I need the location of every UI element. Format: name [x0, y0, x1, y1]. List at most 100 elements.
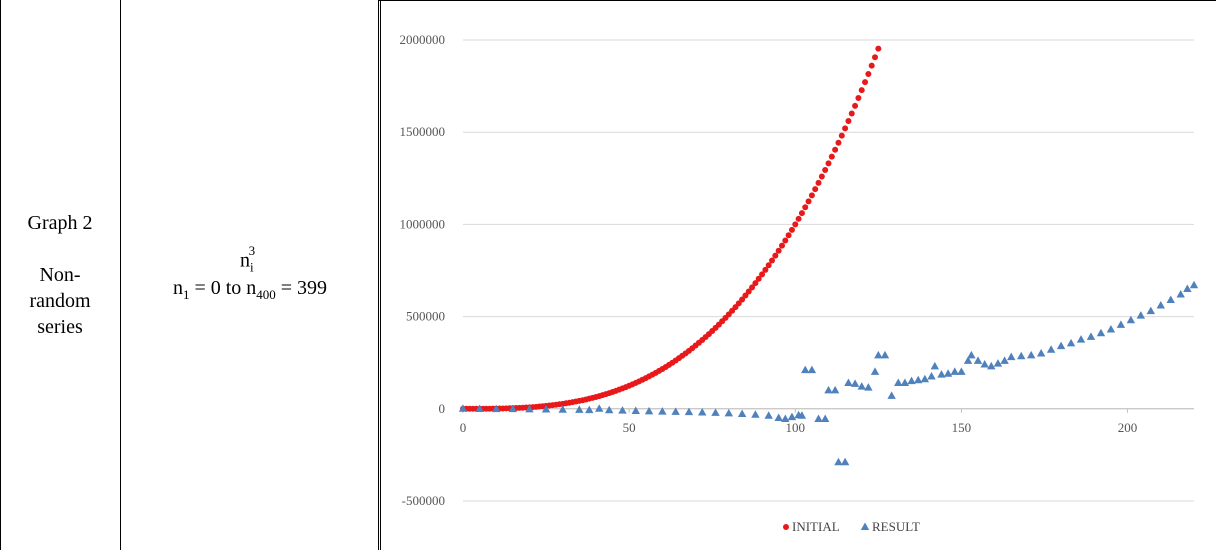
- result-point: [801, 365, 810, 374]
- x-tick-label: 150: [952, 420, 972, 435]
- range-end-index: 400: [256, 287, 276, 303]
- result-point: [1126, 315, 1136, 324]
- x-tick-label: 200: [1118, 420, 1138, 435]
- result-point: [844, 378, 853, 386]
- series-kind-line-2: random: [29, 290, 91, 312]
- result-point: [820, 414, 830, 422]
- y-tick-label: 1500000: [400, 124, 446, 139]
- legend: INITIAL RESULT: [783, 519, 920, 534]
- initial-point: [759, 271, 766, 278]
- result-point: [644, 406, 654, 415]
- result-point: [671, 407, 680, 415]
- result-point: [711, 408, 720, 416]
- formula-index: i: [249, 259, 254, 275]
- result-point: [850, 379, 860, 387]
- result-point: [927, 372, 936, 380]
- result-point: [930, 361, 940, 370]
- initial-point: [812, 186, 819, 193]
- series-initial: [460, 45, 882, 412]
- result-point: [1106, 325, 1116, 333]
- gridlines: [463, 39, 1194, 502]
- initial-point: [862, 79, 869, 86]
- result-point: [814, 414, 823, 422]
- legend-initial-marker: [783, 524, 789, 530]
- x-tick-label: 0: [460, 420, 467, 435]
- initial-point: [815, 179, 822, 186]
- result-point: [874, 350, 883, 359]
- initial-point: [742, 292, 749, 299]
- result-point: [943, 369, 953, 377]
- result-point: [870, 367, 880, 375]
- result-point: [658, 407, 667, 415]
- result-point: [894, 378, 903, 386]
- result-point: [840, 457, 850, 466]
- result-point: [834, 457, 843, 466]
- result-point: [1066, 338, 1076, 347]
- result-point: [900, 378, 910, 386]
- initial-point: [825, 160, 832, 167]
- result-point: [824, 385, 833, 394]
- result-point: [1176, 289, 1185, 298]
- result-point: [585, 405, 594, 414]
- initial-point: [802, 204, 809, 211]
- initial-point: [785, 232, 792, 239]
- result-point: [1036, 348, 1046, 357]
- result-point: [698, 407, 707, 416]
- initial-point: [762, 266, 769, 273]
- legend-result-marker: [860, 522, 870, 530]
- result-point: [950, 367, 959, 375]
- result-point: [987, 361, 996, 370]
- initial-point: [765, 262, 772, 269]
- initial-point: [749, 284, 756, 291]
- result-point: [937, 370, 946, 378]
- result-point: [724, 408, 734, 417]
- initial-point: [818, 173, 825, 180]
- initial-point: [848, 110, 855, 117]
- result-point: [1156, 301, 1165, 309]
- initial-point: [739, 296, 746, 303]
- result-point: [737, 409, 747, 417]
- result-point: [1046, 345, 1056, 353]
- initial-point: [838, 132, 845, 139]
- result-point: [1076, 335, 1086, 343]
- range-mid: = 0 to n: [189, 277, 257, 300]
- initial-point: [778, 242, 785, 249]
- initial-point: [875, 45, 882, 52]
- range-start-index: 1: [182, 287, 190, 303]
- initial-point: [828, 153, 835, 160]
- initial-point: [842, 125, 849, 132]
- y-tick-label: 500000: [406, 309, 445, 324]
- initial-point: [782, 237, 789, 244]
- result-point: [1096, 328, 1106, 337]
- result-point: [475, 404, 484, 412]
- result-point: [1000, 356, 1009, 364]
- result-point: [631, 406, 640, 415]
- result-point: [1086, 332, 1096, 340]
- result-point: [1146, 306, 1156, 315]
- initial-point: [752, 280, 759, 287]
- result-point: [914, 375, 923, 384]
- y-tick-label: 0: [439, 401, 446, 416]
- initial-point: [852, 102, 859, 109]
- result-point: [618, 406, 627, 414]
- result-point: [880, 350, 890, 359]
- result-point: [458, 404, 468, 412]
- initial-point: [775, 247, 782, 254]
- initial-point: [792, 221, 799, 228]
- result-point: [605, 405, 614, 414]
- range-prefix: n: [172, 277, 183, 300]
- initial-point: [855, 95, 862, 102]
- result-point: [1116, 320, 1126, 328]
- result-point: [830, 385, 840, 394]
- result-point: [575, 405, 584, 413]
- initial-point: [772, 252, 779, 259]
- result-point: [1026, 350, 1036, 359]
- result-point: [787, 412, 797, 421]
- initial-point: [872, 54, 879, 61]
- result-point: [558, 405, 567, 413]
- result-point: [1189, 280, 1199, 289]
- table-divider-2: [378, 0, 379, 550]
- result-point: [857, 382, 866, 390]
- result-point: [957, 367, 966, 375]
